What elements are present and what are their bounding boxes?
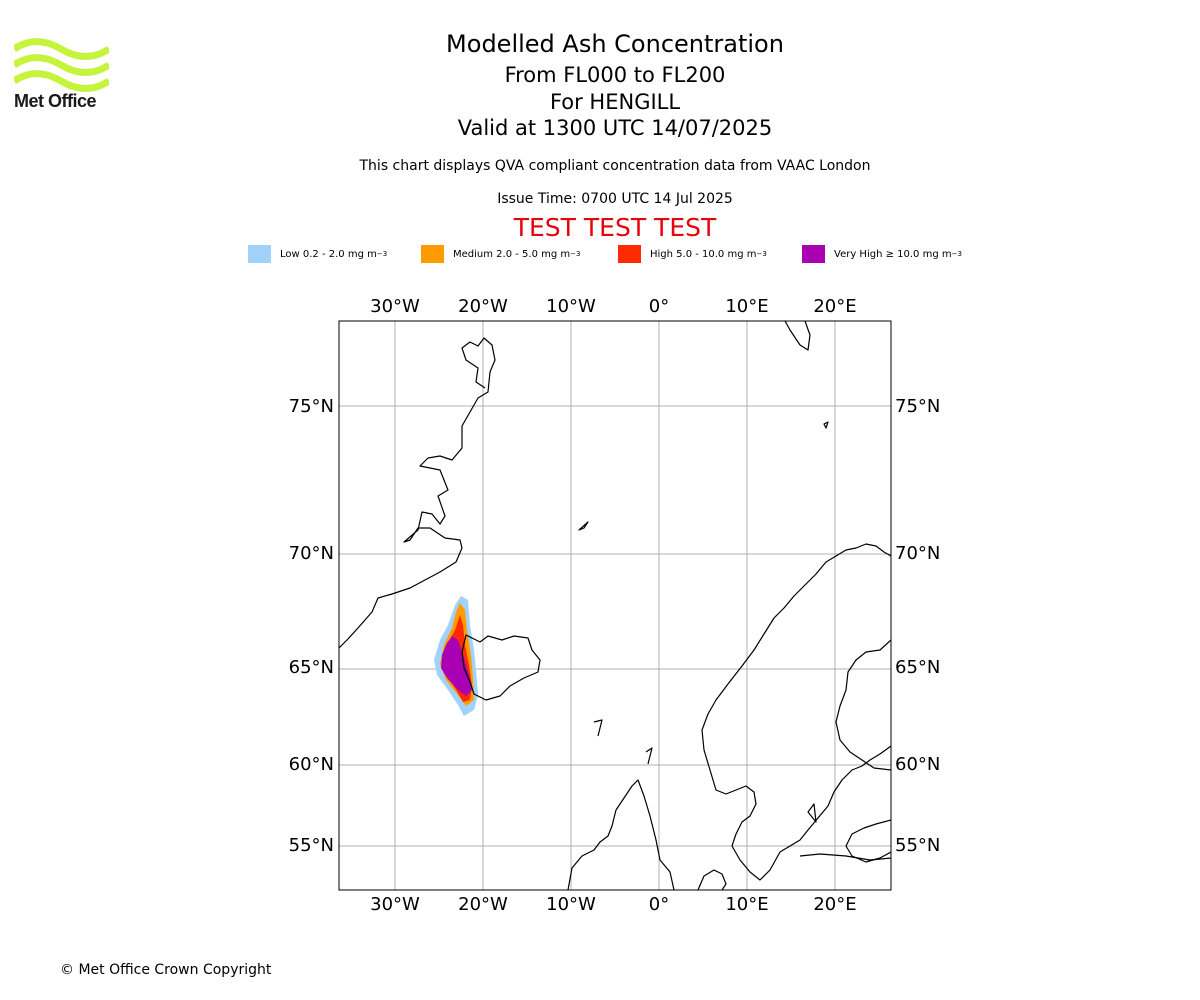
test-banner: TEST TEST TEST <box>513 213 717 242</box>
lon-label-bottom: 20°W <box>458 894 508 915</box>
coastlines <box>339 321 891 890</box>
issue-time: Issue Time: 0700 UTC 14 Jul 2025 <box>497 191 733 207</box>
lon-label-bottom: 10°E <box>725 894 768 915</box>
legend-label-low: Low 0.2 - 2.0 mg m <box>280 248 377 260</box>
lat-label-left: 70°N <box>289 543 334 564</box>
baltic-south-coast <box>799 853 891 861</box>
legend-swatch-very-high <box>802 245 825 263</box>
met-office-logo <box>14 38 109 92</box>
lat-label-right: 65°N <box>895 657 940 678</box>
lon-label-top: 20°W <box>458 296 508 317</box>
scandinavia-coast <box>701 543 891 881</box>
lat-label-left: 55°N <box>289 835 334 856</box>
legend-label-very-high: Very High ≥ 10.0 mg m <box>834 248 952 260</box>
iceland-coast <box>461 634 541 701</box>
legend-label-high: High 5.0 - 10.0 mg m <box>650 248 757 260</box>
volcano-name: For HENGILL <box>549 90 681 114</box>
greenland-coast <box>339 337 496 649</box>
lon-label-bottom: 0° <box>649 894 669 915</box>
legend-low: Low 0.2 - 2.0 mg m −3 <box>248 244 387 264</box>
legend-very-high: Very High ≥ 10.0 mg m −3 <box>802 244 962 264</box>
legend-unit-exp: −3 <box>570 250 581 258</box>
lon-label-bottom: 20°E <box>813 894 856 915</box>
lat-label-left: 65°N <box>289 657 334 678</box>
lon-label-top: 0° <box>649 296 669 317</box>
legend-label-medium: Medium 2.0 - 5.0 mg m <box>453 248 571 260</box>
legend-swatch-medium <box>421 245 444 263</box>
shetland <box>645 747 653 765</box>
jan-mayen <box>578 521 589 531</box>
svalbard-coast <box>784 321 811 351</box>
legend-unit-exp: −3 <box>376 250 388 258</box>
lon-label-top: 10°E <box>725 296 768 317</box>
lat-label-left: 75°N <box>289 396 334 417</box>
lon-label-top: 10°W <box>546 296 596 317</box>
lon-label-top: 20°E <box>813 296 856 317</box>
flight-levels: From FL000 to FL200 <box>504 63 726 87</box>
great-britain-coast <box>567 779 675 890</box>
lon-label-top: 30°W <box>370 296 420 317</box>
legend-unit-exp: −3 <box>756 250 767 258</box>
legend-swatch-low <box>248 245 271 263</box>
axis-labels: 30°W 20°W 10°W 0° 10°E 20°E 30°W 20°W 10… <box>289 296 941 915</box>
legend-unit-exp: −3 <box>951 250 962 258</box>
lat-label-right: 60°N <box>895 754 940 775</box>
map-frame <box>338 320 892 891</box>
gulf-of-bothnia-coast <box>835 639 891 771</box>
graticule <box>339 321 891 890</box>
valid-time: Valid at 1300 UTC 14/07/2025 <box>457 116 773 140</box>
legend-medium: Medium 2.0 - 5.0 mg m −3 <box>421 244 580 264</box>
legend-swatch-high <box>618 245 641 263</box>
lat-label-right: 55°N <box>895 835 940 856</box>
legend-high: High 5.0 - 10.0 mg m −3 <box>618 244 767 264</box>
lat-label-left: 60°N <box>289 754 334 775</box>
brand-name: Met Office <box>14 91 97 111</box>
ash-plume <box>434 596 478 716</box>
bear-island <box>823 421 829 429</box>
netherlands-coast <box>697 869 727 890</box>
faroe-islands <box>593 719 603 737</box>
qva-note: This chart displays QVA compliant concen… <box>359 158 871 174</box>
ash-very-high <box>441 636 472 696</box>
lon-label-bottom: 10°W <box>546 894 596 915</box>
gotland <box>807 803 817 823</box>
lat-label-right: 75°N <box>895 396 940 417</box>
lon-label-bottom: 30°W <box>370 894 420 915</box>
map-background <box>339 321 891 890</box>
chart-title: Modelled Ash Concentration <box>446 30 784 58</box>
copyright: © Met Office Crown Copyright <box>60 962 272 978</box>
lat-label-right: 70°N <box>895 543 940 564</box>
